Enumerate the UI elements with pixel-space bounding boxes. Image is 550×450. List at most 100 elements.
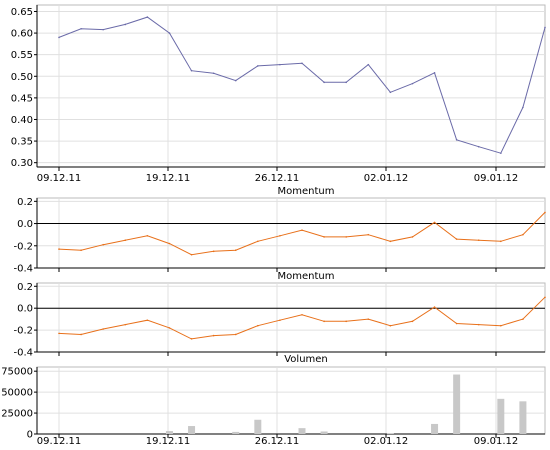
panel-2-data-point (323, 320, 325, 323)
volume-bar (188, 426, 196, 434)
panel-0-data-point (80, 27, 82, 30)
panel-1-data-point (367, 233, 370, 236)
panel-2-data-point (80, 333, 82, 336)
panel-1-data-point (234, 249, 237, 252)
panel-0-series-line (58, 16, 546, 154)
panel-0-ytick-label: 0.65 (11, 7, 33, 18)
panel-2-data-point (367, 318, 370, 320)
panel-2-data-point (124, 323, 127, 326)
panel-1-data-point (168, 242, 171, 245)
panel-0-ytick-label: 0.30 (11, 158, 33, 169)
panel-0-data-point (58, 36, 60, 39)
panel-0-ytick-label: 0.50 (11, 72, 33, 83)
panel-1-data-point (301, 229, 303, 232)
panel-1-data-point (146, 234, 149, 237)
panel-2-data-point (58, 332, 60, 335)
panel-1-data-point (124, 239, 127, 242)
panel-2-data-point (301, 313, 303, 316)
panel-0-data-point (477, 145, 480, 148)
panel-2-data-point (455, 322, 458, 325)
panel-3-ytick-label: 75000 (1, 367, 33, 378)
panel-0-data-point (168, 32, 171, 34)
panel-1-ytick-label: 0.2 (17, 197, 33, 208)
panel-0-data-point (146, 16, 149, 18)
panel-0-ytick-label: 0.55 (11, 50, 33, 61)
panel-0-data-point (279, 63, 281, 66)
panel-1-ytick-label: 0.0 (17, 219, 33, 230)
panel-0-frame (36, 4, 546, 168)
panel-0-data-point (367, 63, 370, 66)
volume-bar (431, 423, 439, 434)
panel-2-data-point (522, 318, 524, 320)
panel-1-ytick-label: -0.2 (13, 241, 33, 252)
panel-0-data-point (257, 65, 259, 67)
panel-3-xtick-label: 09.12.11 (37, 436, 82, 447)
volume-bar (254, 419, 262, 434)
panel-2-data-point (279, 319, 281, 322)
panel-1-series-line (58, 212, 546, 256)
panel-3-xtick-label: 19.12.11 (146, 436, 191, 447)
panel-2-ytick-label: -0.2 (13, 326, 33, 337)
panel-2-series-line (58, 296, 546, 340)
volume-bar (386, 433, 394, 434)
panel-2-data-point (433, 306, 436, 308)
volume-bar (232, 431, 240, 434)
panel-0-ytick-label: 0.40 (11, 115, 33, 126)
panel-1-data-point (389, 240, 392, 243)
panel-2-data-point (146, 319, 149, 322)
panel-1-data-point (257, 240, 259, 243)
panel-0-data-point (190, 69, 193, 72)
panel-2-data-point (168, 327, 171, 329)
panel-2-data-point (544, 296, 546, 299)
panel-2-ytick-label: 0.0 (17, 304, 33, 315)
panel-3-ytick-label: 25000 (1, 409, 33, 420)
panel-3-xtick-label: 09.01.12 (474, 436, 519, 447)
panel-0-data-point (301, 62, 303, 65)
panel-1-data-point (522, 233, 524, 236)
volume-bar (165, 431, 173, 434)
panel-1-data-point (80, 249, 82, 252)
panel-0-data-point (124, 23, 127, 26)
panel-3-ytick-label: 0 (27, 430, 33, 441)
panel-0-xtick-label: 09.01.12 (474, 173, 519, 184)
panel-1-data-point (58, 248, 60, 250)
panel-1-data-point (190, 253, 193, 256)
panel-1-data-point (411, 236, 414, 238)
panel-0-data-point (411, 82, 414, 85)
panel-2-data-point (411, 320, 414, 323)
panel-1-ytick-label: -0.4 (13, 264, 33, 275)
panel-1-data-point (102, 243, 104, 246)
panel-0-data-point (433, 72, 436, 74)
panel-2-ytick-label: 0.2 (17, 282, 33, 293)
panel-1-data-point (433, 221, 436, 224)
panel-1-data-point (500, 240, 502, 243)
panel-0-data-point (544, 26, 546, 29)
panel-2-data-point (389, 324, 392, 327)
panel-0-xtick-label: 09.12.11 (37, 173, 82, 184)
panel-1-data-point (477, 239, 480, 242)
panel-1-data-point (279, 234, 281, 237)
panel-0-data-point (522, 106, 524, 109)
panel-0-ytick-label: 0.35 (11, 137, 33, 148)
panel-2-data-point (257, 324, 259, 327)
panel-2-data-point (234, 333, 237, 336)
panel-1-data-point (455, 238, 458, 240)
panel-0-data-point (345, 81, 347, 84)
panel-0-xtick-label: 19.12.11 (146, 173, 191, 184)
panel-2-data-point (500, 324, 502, 327)
panel-2-data-point (477, 323, 480, 326)
panel-1-data-point (345, 236, 347, 238)
volume-bar (497, 398, 505, 434)
panel-1-data-point (323, 236, 325, 238)
panel-0-data-point (389, 91, 392, 94)
panel-0-data-point (323, 81, 325, 84)
panel-1-title: Momentum (278, 186, 335, 197)
panel-0-data-point (500, 152, 502, 154)
panel-0-ytick-label: 0.60 (11, 29, 33, 40)
volume-bar (320, 431, 328, 434)
panel-0-data-point (212, 72, 215, 75)
panel-0-ytick-label: 0.45 (11, 93, 33, 104)
panel-2-data-point (102, 328, 104, 330)
